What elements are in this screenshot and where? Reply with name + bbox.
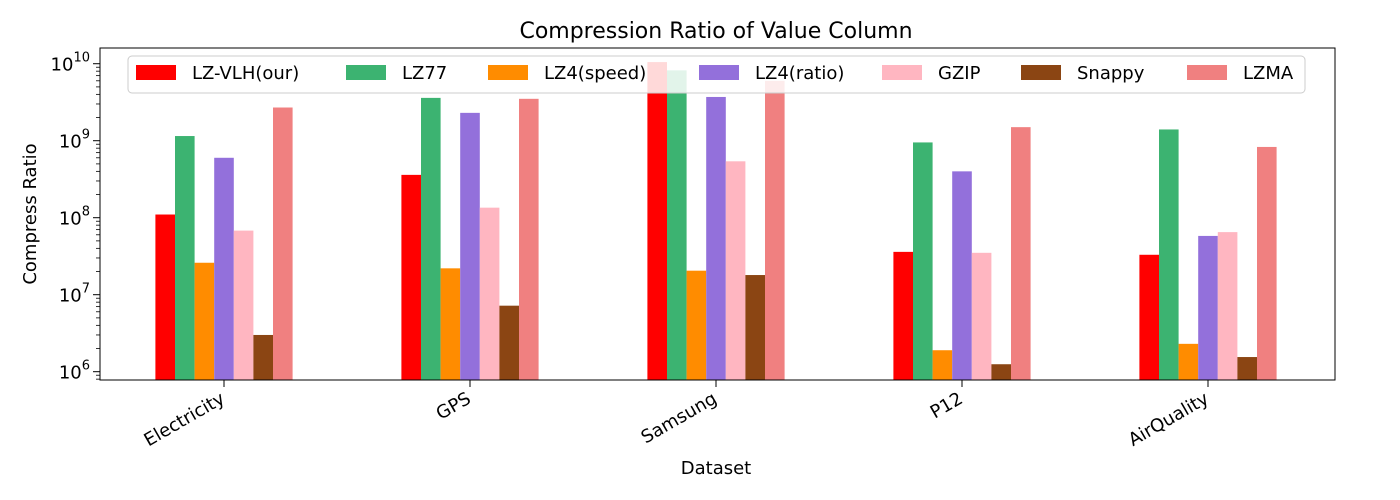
bar-lz4-speed-p12	[932, 350, 953, 380]
bar-lzma-p12	[1011, 127, 1031, 381]
bar-gzip-p12	[971, 252, 992, 380]
legend-swatch-lz77	[346, 65, 386, 80]
y-tick-label: 108	[59, 205, 90, 230]
bar-snappy-samsung	[745, 275, 765, 380]
legend-label-lz4-speed: LZ4(speed)	[544, 63, 646, 84]
x-tick-label-p12: P12	[927, 388, 967, 423]
bar-lz-vlh-our-samsung	[647, 62, 667, 380]
legend-swatch-snappy	[1021, 65, 1061, 80]
bar-lz-vlh-our-electricity	[155, 214, 175, 380]
x-tick-label-electricity: Electricity	[141, 388, 229, 451]
legend-swatch-lz4-ratio	[699, 65, 739, 80]
bar-gzip-samsung	[725, 161, 746, 380]
y-tick-label: 107	[59, 282, 90, 307]
x-tick-label-gps: GPS	[433, 388, 475, 424]
legend-swatch-lzma	[1187, 65, 1227, 80]
chart-title: Compression Ratio of Value Column	[519, 19, 912, 44]
legend-label-lz-vlh-our: LZ-VLH(our)	[192, 63, 299, 84]
bar-lz-vlh-our-p12	[893, 251, 913, 380]
legend-swatch-lz-vlh-our	[136, 65, 176, 80]
bar-lz-vlh-our-gps	[401, 174, 421, 380]
bar-lz77-airquality	[1159, 129, 1179, 380]
bar-lz77-gps	[421, 97, 441, 380]
legend-label-lzma: LZMA	[1243, 63, 1294, 84]
legend: LZ-VLH(our) LZ77 LZ4(speed) LZ4(ratio) GZIP S…	[127, 55, 1306, 94]
bar-snappy-gps	[499, 305, 519, 380]
bar-lz4-speed-samsung	[686, 270, 707, 380]
bar-snappy-p12	[991, 364, 1011, 380]
y-tick-label: 106	[59, 359, 90, 384]
bar-lz77-electricity	[175, 136, 195, 380]
bar-snappy-electricity	[253, 334, 273, 380]
bar-gzip-electricity	[233, 230, 254, 380]
y-tick-label: 1010	[51, 51, 90, 76]
bar-lzma-airquality	[1257, 146, 1277, 380]
bar-lz77-p12	[913, 142, 933, 380]
bar-lz4-speed-electricity	[194, 262, 215, 380]
plot-frame	[99, 47, 1336, 381]
bar-lz77-samsung	[667, 70, 687, 380]
y-axis-label: Compress Ratio	[20, 143, 41, 284]
legend-label-gzip: GZIP	[938, 63, 981, 84]
bar-lz4-speed-airquality	[1178, 343, 1199, 380]
bar-lz4-ratio-samsung	[706, 96, 726, 381]
bar-gzip-airquality	[1217, 232, 1238, 380]
legend-label-snappy: Snappy	[1077, 63, 1145, 84]
x-tick-label-samsung: Samsung	[638, 388, 721, 448]
bar-lz-vlh-our-airquality	[1139, 254, 1159, 380]
legend-label-lz77: LZ77	[402, 63, 447, 84]
bars	[155, 62, 1277, 381]
x-axis-label: Dataset	[681, 458, 752, 479]
legend-swatch-gzip	[882, 65, 922, 80]
bar-lzma-electricity	[273, 107, 293, 380]
bar-lz4-ratio-gps	[460, 112, 480, 381]
bar-lz4-ratio-airquality	[1198, 235, 1218, 380]
bar-lzma-samsung	[765, 80, 785, 381]
x-tick-label-airquality: AirQuality	[1125, 388, 1213, 451]
bar-lz4-ratio-electricity	[214, 157, 234, 380]
bar-lz4-ratio-p12	[952, 171, 972, 380]
bar-lzma-gps	[519, 98, 539, 380]
bar-snappy-airquality	[1237, 357, 1257, 380]
y-axis: 106 107 108 109 1010	[51, 51, 100, 384]
bar-gzip-gps	[479, 207, 500, 380]
legend-swatch-lz4-speed	[488, 65, 528, 80]
legend-label-lz4-ratio: LZ4(ratio)	[755, 63, 844, 84]
bar-lz4-speed-gps	[440, 268, 461, 380]
x-axis: Electricity GPS Samsung P12 AirQuality	[141, 380, 1213, 451]
y-tick-label: 109	[59, 128, 90, 153]
